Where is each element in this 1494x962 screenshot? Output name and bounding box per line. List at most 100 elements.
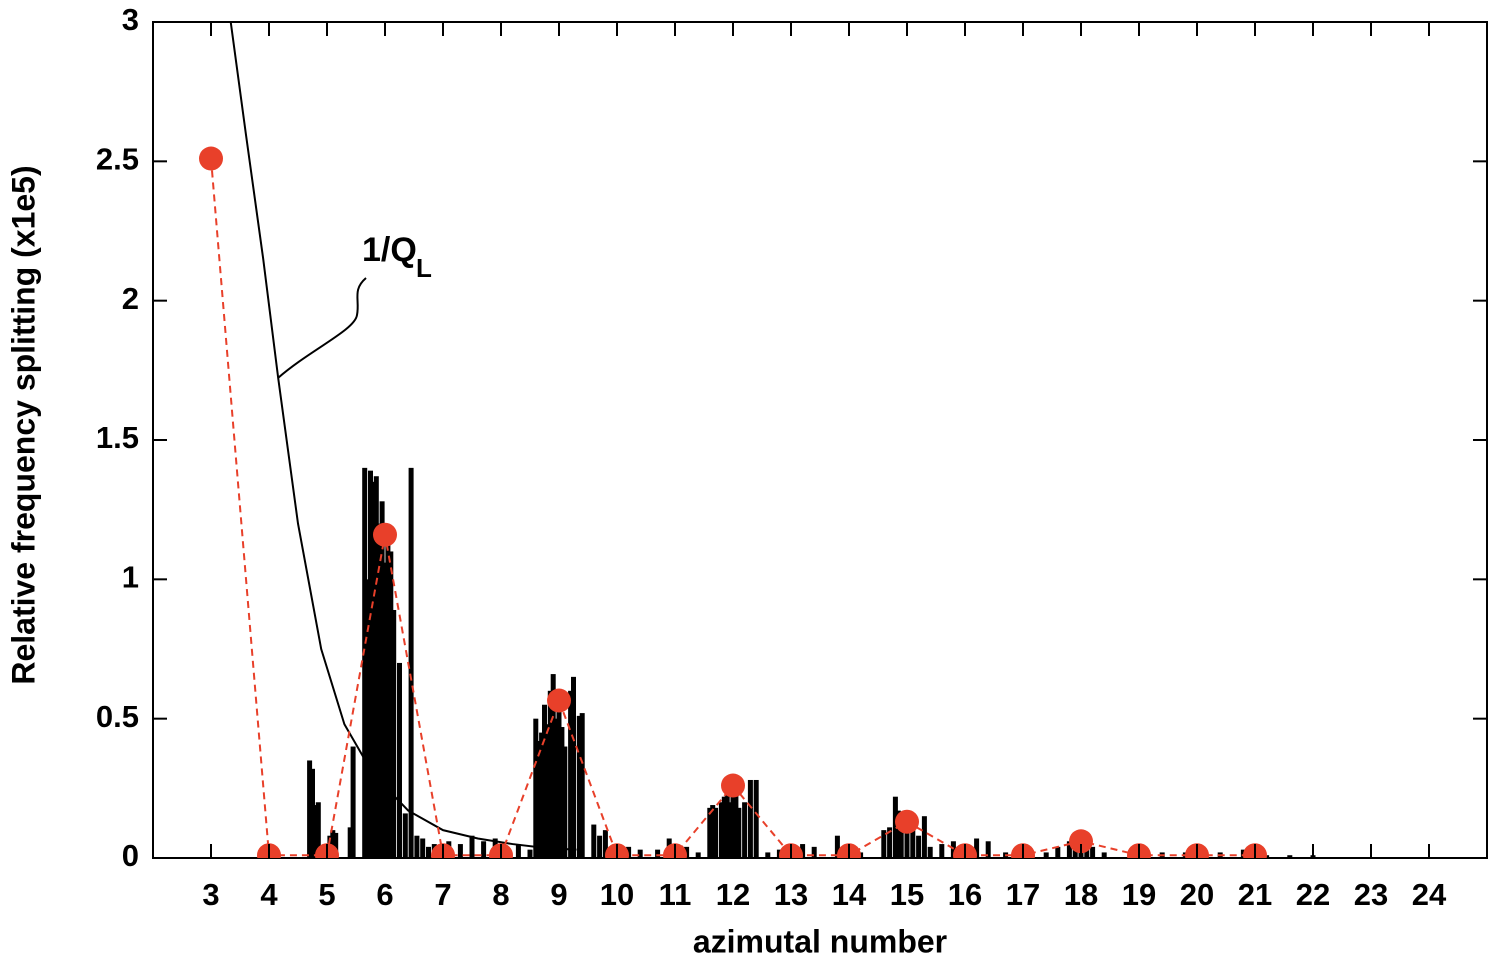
x-tick-label: 22 [1296,877,1330,912]
bar [974,838,980,858]
bar [350,746,356,858]
bar [362,467,368,858]
bar [916,835,922,858]
bar [721,796,727,858]
bar [747,779,753,858]
bar [895,810,901,858]
bar [550,674,556,858]
bar [376,523,382,858]
bar [765,852,771,858]
bar [370,481,376,858]
bar [921,816,927,858]
bar [597,835,603,858]
x-tick-label: 5 [318,877,335,912]
plot-layer [199,22,1316,858]
x-tick-label: 13 [774,877,808,912]
bar [602,830,608,858]
bar [1043,852,1049,858]
point [1069,829,1093,854]
bar [887,827,893,858]
q-curve [229,22,577,851]
annotation: 1/Q [362,231,417,269]
bar [576,715,582,858]
y-tick-label: 1 [122,560,139,595]
bar [562,746,568,858]
bar [927,846,933,858]
y-tick-label: 0.5 [96,699,139,734]
bar [950,841,956,858]
x-tick-label: 4 [260,877,278,912]
y-tick-label: 1.5 [96,420,139,455]
bar [408,467,414,858]
bar [571,676,576,858]
bar [800,844,806,858]
x-tick-label: 15 [890,877,924,912]
x-tick-label: 8 [492,877,509,912]
bar [315,802,321,858]
bar [710,805,716,858]
bar [1066,841,1072,858]
bar [1101,852,1107,858]
bar [718,802,724,858]
y-tick-label: 3 [122,2,139,37]
bar [481,841,487,858]
x-tick-label: 12 [716,877,750,912]
y-axis-title: Relative frequency splitting (x1e5) [5,165,41,684]
bar [713,807,719,858]
bar [834,835,840,858]
bar [553,718,559,858]
bar [397,662,402,858]
bar [420,838,426,858]
x-tick-label: 24 [1412,877,1447,912]
bar [515,844,521,858]
bar [310,768,315,858]
bar [379,501,385,858]
bar [985,841,991,858]
bar [426,846,431,858]
bar [736,807,742,858]
x-tick-label: 17 [1006,877,1040,912]
bar [753,779,759,858]
bar [469,835,475,858]
bar [898,818,904,858]
annotation-leader [277,277,367,379]
bar [733,791,739,858]
x-tick-label: 21 [1238,877,1272,912]
bar [312,805,318,858]
bar [742,802,748,858]
bar [730,779,736,858]
bar [695,852,701,858]
x-tick-label: 14 [832,877,867,912]
y-tick-label: 0 [122,838,139,873]
x-tick-label: 9 [550,877,567,912]
bar [536,740,542,858]
x-tick-label: 3 [202,877,219,912]
x-tick-label: 11 [659,877,692,912]
bar [637,849,643,858]
bar [542,704,547,858]
bar [559,727,565,858]
bar [347,827,353,858]
y-tick-label: 2.5 [96,142,139,177]
bar [1055,846,1061,858]
bar [373,476,379,858]
x-tick-label: 16 [948,877,982,912]
bar [556,701,562,858]
bar [579,713,585,858]
bar [330,830,336,858]
plot-frame [152,21,1488,859]
bar [910,830,916,858]
x-tick-label: 23 [1354,877,1388,912]
bar [533,718,539,858]
bar [391,609,397,858]
annotation-subscript: L [416,253,432,283]
bar [1287,855,1293,858]
x-tick-label: 6 [376,877,393,912]
bar [707,807,713,858]
bar [881,830,887,858]
bar [527,849,533,858]
bar [568,690,574,858]
x-tick-label: 10 [600,877,634,912]
